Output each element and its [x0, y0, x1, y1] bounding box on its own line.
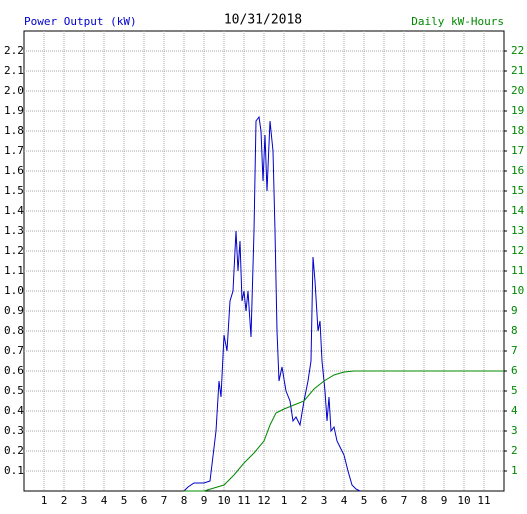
x-tick-label: 3	[81, 494, 88, 507]
y2-tick-label: 19	[511, 104, 524, 117]
x-tick-label: 7	[161, 494, 168, 507]
y-tick-label: 0.5	[4, 384, 24, 397]
y-tick-label: 1.7	[4, 144, 24, 157]
y2-tick-label: 16	[511, 164, 524, 177]
x-tick-label: 5	[361, 494, 368, 507]
y-tick-label: 1.5	[4, 184, 24, 197]
y2-tick-label: 22	[511, 44, 524, 57]
series-line	[183, 115, 361, 492]
x-tick-label: 4	[341, 494, 348, 507]
y2-tick-label: 2	[511, 444, 518, 457]
series-line	[184, 370, 504, 492]
y2-tick-label: 12	[511, 244, 524, 257]
y2-tick-label: 7	[511, 344, 518, 357]
y-axis-title: Power Output (kW)	[24, 15, 137, 28]
y-tick-label: 0.9	[4, 304, 24, 317]
x-tick-label: 11	[477, 494, 490, 507]
y-tick-label: 1.3	[4, 224, 24, 237]
chart-title: 10/31/2018	[224, 13, 302, 28]
y2-tick-label: 14	[511, 204, 525, 217]
y-tick-label: 0.4	[4, 404, 24, 417]
y-tick-label: 2.0	[4, 84, 24, 97]
y2-tick-label: 10	[511, 284, 524, 297]
y-tick-label: 2.2	[4, 44, 24, 57]
y2-tick-label: 13	[511, 224, 524, 237]
y-tick-label: 1.8	[4, 124, 24, 137]
x-tick-label: 1	[281, 494, 288, 507]
x-tick-label: 5	[121, 494, 128, 507]
y2-tick-label: 18	[511, 124, 524, 137]
y2-tick-label: 21	[511, 64, 524, 77]
x-tick-label: 1	[41, 494, 48, 507]
y-tick-label: 0.3	[4, 424, 24, 437]
x-tick-label: 10	[217, 494, 230, 507]
x-tick-label: 8	[421, 494, 428, 507]
y2-tick-label: 11	[511, 264, 524, 277]
x-tick-label: 3	[321, 494, 328, 507]
y-tick-label: 1.0	[4, 284, 24, 297]
y-tick-label: 1.9	[4, 104, 24, 117]
x-tick-label: 9	[441, 494, 448, 507]
y2-tick-label: 6	[511, 364, 518, 377]
x-tick-label: 12	[257, 494, 270, 507]
y2-axis-title: Daily kW-Hours	[411, 15, 504, 28]
x-tick-label: 9	[201, 494, 208, 507]
y-tick-label: 1.6	[4, 164, 24, 177]
x-tick-label: 4	[101, 494, 108, 507]
y2-tick-label: 4	[511, 404, 518, 417]
x-tick-label: 11	[237, 494, 250, 507]
y-tick-label: 0.7	[4, 344, 24, 357]
y-tick-label: 1.1	[4, 264, 24, 277]
y-tick-label: 2.1	[4, 64, 24, 77]
y2-tick-label: 15	[511, 184, 524, 197]
y2-tick-label: 5	[511, 384, 518, 397]
x-tick-label: 8	[181, 494, 188, 507]
y2-tick-label: 8	[511, 324, 518, 337]
y2-tick-label: 3	[511, 424, 518, 437]
y-tick-label: 0.2	[4, 444, 24, 457]
y-tick-label: 0.1	[4, 464, 24, 477]
x-tick-label: 6	[141, 494, 148, 507]
y2-tick-label: 17	[511, 144, 524, 157]
y-tick-label: 0.8	[4, 324, 24, 337]
x-tick-label: 7	[401, 494, 408, 507]
x-tick-label: 6	[381, 494, 388, 507]
y-tick-label: 1.4	[4, 204, 24, 217]
y2-tick-label: 20	[511, 84, 524, 97]
y-tick-label: 0.6	[4, 364, 24, 377]
x-tick-label: 2	[61, 494, 68, 507]
y-tick-label: 1.2	[4, 244, 24, 257]
x-tick-label: 10	[457, 494, 470, 507]
x-tick-label: 2	[301, 494, 308, 507]
y2-tick-label: 1	[511, 464, 518, 477]
y2-tick-label: 9	[511, 304, 518, 317]
